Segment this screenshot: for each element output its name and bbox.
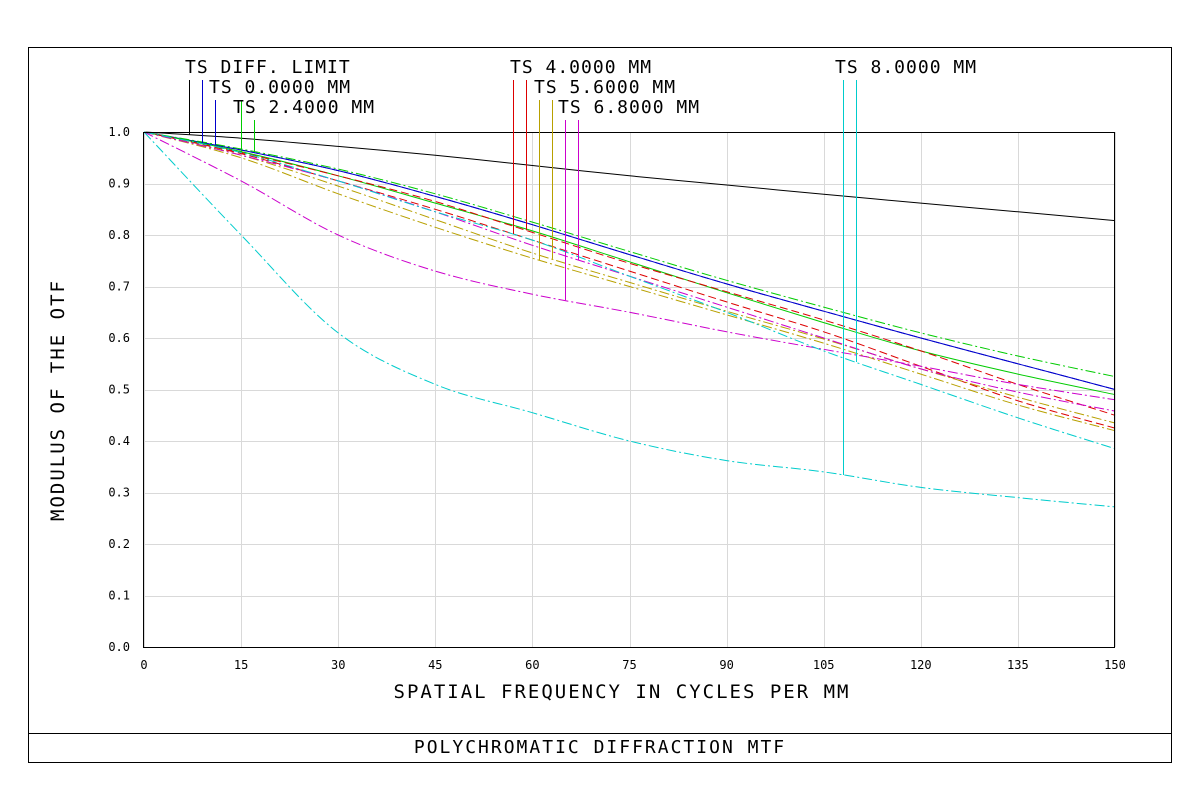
y-tick-label: 0.8 [108, 228, 130, 242]
x-tick-label: 0 [140, 658, 147, 672]
y-tick-label: 0.9 [108, 177, 130, 191]
legend-label-ts-5-6000-mm: TS 5.6000 MM [534, 77, 676, 98]
x-tick-label: 150 [1104, 658, 1126, 672]
x-tick-label: 120 [910, 658, 932, 672]
x-tick-label: 75 [622, 658, 636, 672]
legend-label-ts-0-0000-mm: TS 0.0000 MM [209, 77, 351, 98]
chart-title: POLYCHROMATIC DIFFRACTION MTF [414, 737, 786, 758]
series-line-ts-8-0000-mm-s [143, 131, 1116, 450]
x-tick-label: 105 [813, 658, 835, 672]
y-tick-label: 0.7 [108, 280, 130, 294]
y-axis-label: MODULUS OF THE OTF [47, 279, 69, 521]
series-line-ts-5-6000-mm-t [143, 131, 1116, 432]
series-lines [143, 131, 1116, 508]
y-tick-label: 0.3 [108, 486, 130, 500]
x-tick-label: 135 [1007, 658, 1029, 672]
legend-label-ts-6-8000-mm: TS 6.8000 MM [558, 97, 700, 118]
y-tick-label: 0.2 [108, 537, 130, 551]
y-tick-label: 0.1 [108, 589, 130, 603]
series-line-ts-8-0000-mm-t [143, 131, 1116, 508]
x-tick-label: 60 [525, 658, 539, 672]
legend-label-ts-diff-limit: TS DIFF. LIMIT [185, 57, 351, 78]
y-tick-label: 0.5 [108, 383, 130, 397]
legend-label-ts-4-0000-mm: TS 4.0000 MM [510, 57, 652, 78]
y-tick-label: 0.0 [108, 640, 130, 654]
series-line-ts-5-6000-mm-s [143, 131, 1116, 424]
series-line-ts-diff-limit [143, 131, 1116, 222]
x-axis-label: SPATIAL FREQUENCY IN CYCLES PER MM [394, 681, 851, 703]
series-line-ts-0-0000-mm-s [143, 131, 1116, 390]
x-tick-label: 15 [234, 658, 248, 672]
x-tick-label: 90 [719, 658, 733, 672]
x-tick-labels: 0 15 30 45 60 75 90 105 120 135 150 [140, 658, 1125, 672]
y-tick-label: 0.6 [108, 331, 130, 345]
y-tick-label: 0.4 [108, 434, 130, 448]
legend-label-ts-8-0000-mm: TS 8.0000 MM [835, 57, 977, 78]
chart-outer-frame [28, 47, 1172, 763]
plot-area-border [143, 132, 1115, 648]
x-tick-label: 45 [428, 658, 442, 672]
series-line-ts-6-8000-mm-t [143, 131, 1116, 401]
series-line-ts-2-4000-mm-s [143, 131, 1116, 378]
series-line-ts-4-0000-mm-s [143, 131, 1116, 416]
y-tick-labels: 0.0 0.1 0.2 0.3 0.4 0.5 0.6 0.7 0.8 0.9 1.0 [108, 125, 130, 654]
series-line-ts-4-0000-mm-t [143, 131, 1116, 429]
x-tick-label: 30 [331, 658, 345, 672]
y-tick-label: 1.0 [108, 125, 130, 139]
legend-label-ts-2-4000-mm: TS 2.4000 MM [233, 97, 375, 118]
